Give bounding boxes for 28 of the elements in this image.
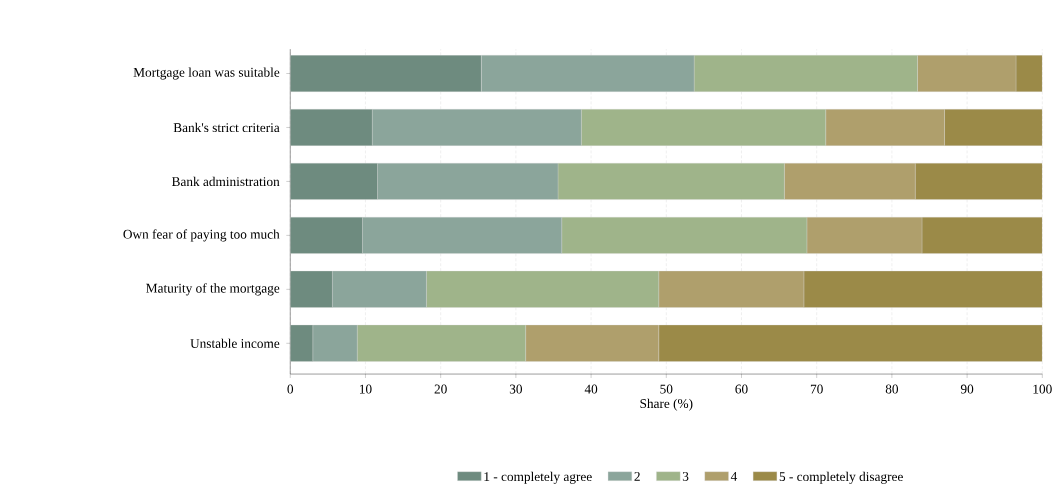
bar xyxy=(290,55,482,92)
x-tick-label: 50 xyxy=(660,384,673,394)
x-tick-label: 60 xyxy=(735,384,748,394)
x-tick-label: 80 xyxy=(885,384,899,394)
x-tick-label: 0 xyxy=(287,384,294,394)
y-tick-label: Unstable income xyxy=(190,338,280,348)
x-tick-label: 100 xyxy=(1033,384,1052,394)
x-tick-label: 90 xyxy=(960,384,974,394)
y-tick-label: Bank administration xyxy=(171,176,280,186)
legend-label: 4 xyxy=(730,471,738,481)
x-tick-label: 20 xyxy=(434,384,447,394)
bar xyxy=(290,270,333,308)
x-tick-label: 40 xyxy=(584,384,598,394)
legend-label: 1 - completely agree xyxy=(484,471,592,484)
legend-label: 2 xyxy=(634,471,640,481)
y-tick-label: Own fear of paying too much xyxy=(123,229,280,242)
bar xyxy=(290,162,378,200)
x-tick-label: 10 xyxy=(359,384,372,394)
x-tick-label: 70 xyxy=(810,384,823,394)
y-tick-label: Bank's strict criteria xyxy=(173,122,280,133)
legend-label: 5 - completely disagree xyxy=(779,471,903,484)
bar xyxy=(290,216,363,254)
bar xyxy=(290,108,373,146)
y-tick-label: Maturity of the mortgage xyxy=(146,283,280,296)
y-tick-label: Mortgage loan was suitable xyxy=(133,67,280,80)
x-axis-title: Share (%) xyxy=(640,398,693,411)
legend-label: 3 xyxy=(682,471,689,481)
x-tick-label: 30 xyxy=(509,384,523,394)
